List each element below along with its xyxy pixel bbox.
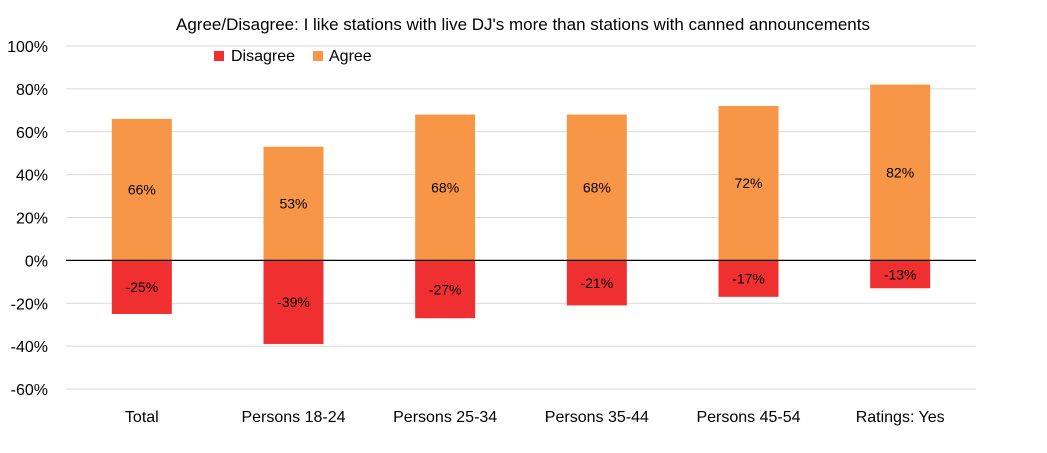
- y-tick-label: -20%: [11, 296, 48, 313]
- bar-agree: [718, 106, 779, 261]
- y-tick-label: -60%: [11, 382, 48, 399]
- data-label-disagree: -13%: [884, 266, 917, 282]
- legend-label-agree: Agree: [329, 48, 372, 65]
- data-label-disagree: -27%: [429, 281, 462, 297]
- bar-disagree: [111, 260, 172, 314]
- y-tick-label: 60%: [16, 125, 48, 142]
- data-label-disagree: -39%: [277, 294, 310, 310]
- y-tick-label: 80%: [16, 82, 48, 99]
- bar-disagree: [718, 260, 779, 297]
- y-axis-ticks: 100% 80% 60% 40% 20% 0% -20% -40% -60%: [7, 39, 48, 399]
- bar-disagree: [263, 260, 324, 344]
- data-label-agree: 68%: [583, 179, 611, 195]
- bar-agree: [415, 114, 476, 261]
- data-labels: -25% 66% -39% 53% -27% 68% -21% 68% -17% 72% -13% 8…: [125, 164, 916, 310]
- data-label-agree: 72%: [734, 175, 762, 191]
- data-label-agree: 82%: [886, 164, 914, 180]
- data-label-disagree: -17%: [732, 271, 765, 287]
- y-tick-label: -40%: [11, 339, 48, 356]
- y-tick-label: 40%: [16, 168, 48, 185]
- bar-agree: [870, 84, 931, 261]
- bar-agree: [263, 146, 324, 261]
- y-tick-label: 20%: [16, 211, 48, 228]
- y-tick-label: 100%: [7, 39, 48, 56]
- bar-disagree: [870, 260, 931, 289]
- x-category-label: Persons 45-54: [696, 409, 800, 426]
- x-category-label: Persons 18-24: [241, 409, 345, 426]
- legend: Disagree Agree: [214, 48, 372, 65]
- gridlines: [66, 45, 976, 390]
- chart-title: Agree/Disagree: I like stations with liv…: [176, 15, 870, 34]
- x-category-label: Total: [125, 409, 159, 426]
- bar-agree: [111, 118, 172, 261]
- legend-swatch-agree: [313, 51, 323, 61]
- x-category-label: Persons 25-34: [393, 409, 497, 426]
- data-label-agree: 53%: [279, 196, 307, 212]
- bar-disagree: [415, 260, 476, 319]
- x-category-label: Persons 35-44: [545, 409, 649, 426]
- legend-swatch-disagree: [214, 51, 224, 61]
- bar-disagree: [566, 260, 627, 306]
- y-tick-label: 0%: [25, 253, 48, 270]
- bar-agree: [566, 114, 627, 261]
- legend-label-disagree: Disagree: [231, 48, 295, 65]
- data-label-disagree: -21%: [580, 275, 613, 291]
- bars: [111, 84, 931, 344]
- x-axis-categories: Total Persons 18-24 Persons 25-34 Persons 3…: [125, 409, 945, 426]
- x-category-label: Ratings: Yes: [856, 409, 945, 426]
- data-label-agree: 66%: [128, 182, 156, 198]
- data-label-disagree: -25%: [125, 279, 158, 295]
- data-label-agree: 68%: [431, 179, 459, 195]
